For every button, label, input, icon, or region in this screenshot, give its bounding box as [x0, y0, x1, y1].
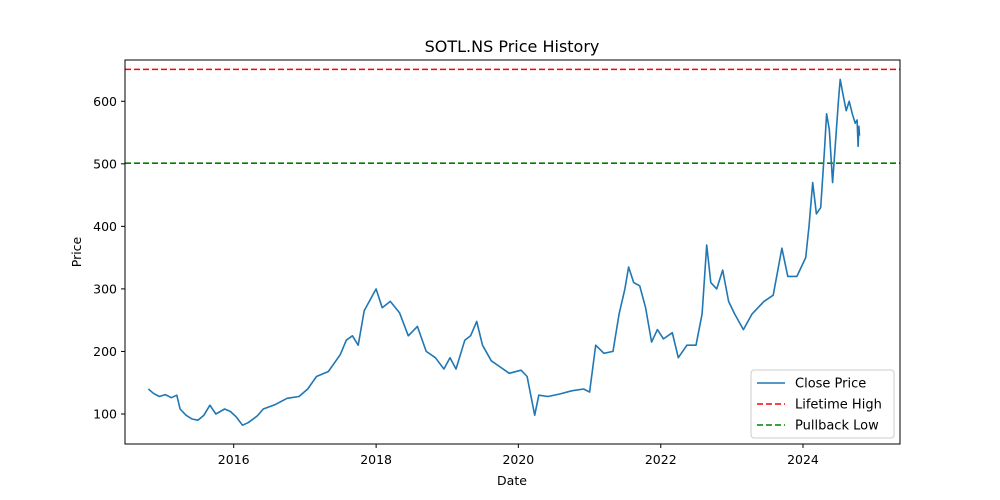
chart-title: SOTL.NS Price History	[425, 37, 600, 56]
x-axis-ticks: 2016 2018 2020 2022 2024	[218, 444, 819, 467]
reference-lines	[125, 68, 900, 164]
legend: Close Price Lifetime High Pullback Low	[750, 369, 895, 439]
y-tick-label: 500	[93, 156, 117, 171]
x-tick-label: 2022	[645, 452, 677, 467]
x-tick-label: 2020	[502, 452, 534, 467]
legend-label: Close Price	[795, 377, 866, 392]
plot-frame	[124, 59, 901, 445]
y-axis-label: Price	[69, 236, 84, 267]
x-axis-label: Date	[497, 473, 527, 488]
series-lines	[147, 78, 861, 426]
legend-frame	[750, 369, 895, 439]
x-tick-label: 2024	[787, 452, 819, 467]
y-tick-label: 300	[93, 281, 117, 296]
x-tick-label: 2018	[360, 452, 392, 467]
legend-label: Lifetime High	[795, 398, 882, 413]
series-line-close-price	[147, 78, 861, 426]
y-axis-ticks: 100 200 300 400 500 600	[93, 94, 125, 421]
y-tick-label: 200	[93, 344, 117, 359]
legend-label: Pullback Low	[795, 419, 879, 434]
y-tick-label: 600	[93, 94, 117, 109]
y-tick-label: 100	[93, 406, 117, 421]
y-tick-label: 400	[93, 219, 117, 234]
x-tick-label: 2016	[218, 452, 250, 467]
